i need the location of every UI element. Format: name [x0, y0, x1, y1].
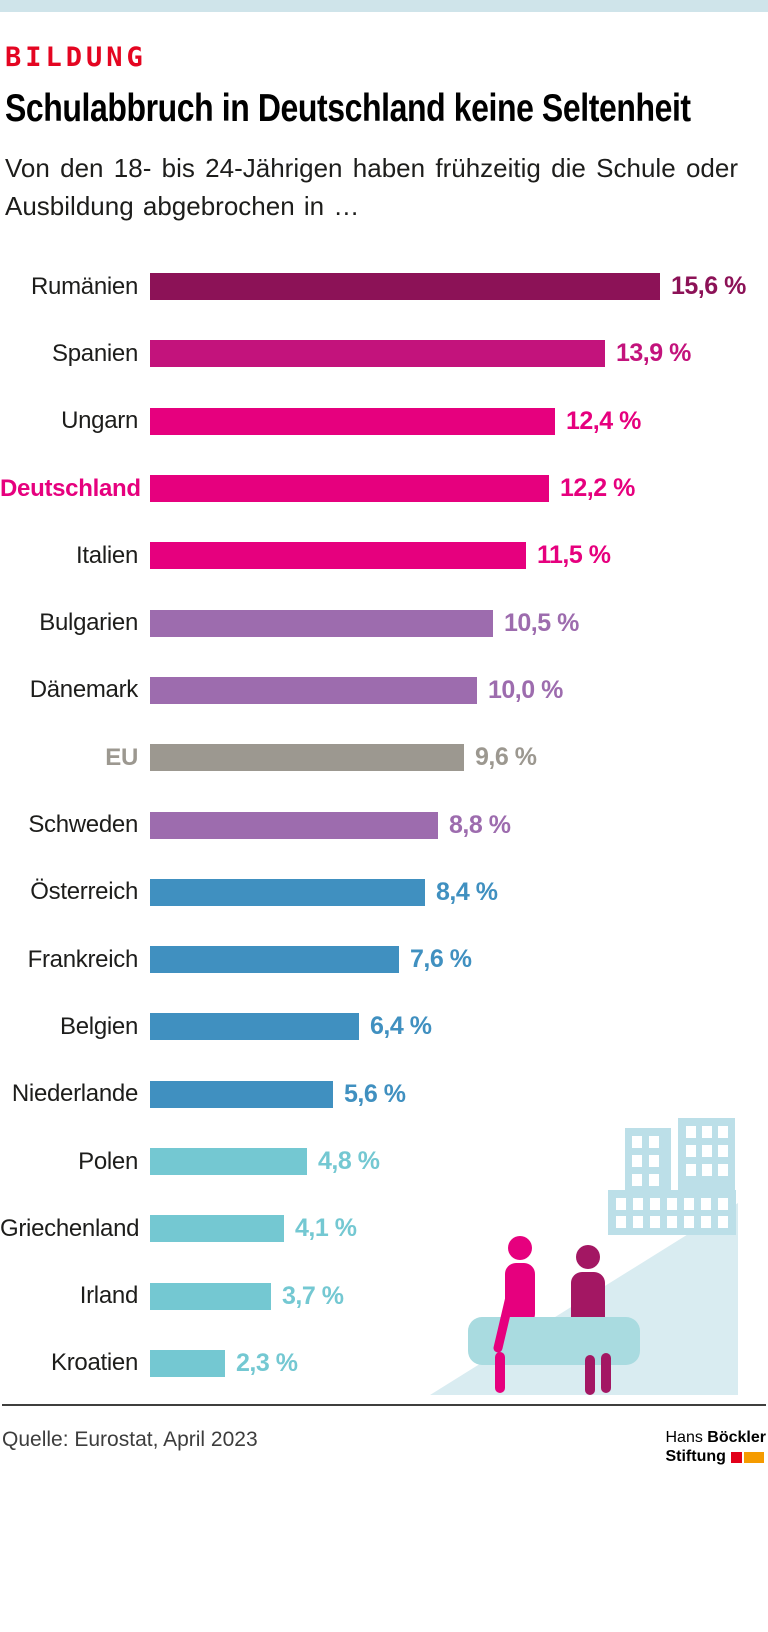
country-label: Griechenland — [0, 1214, 140, 1242]
bar — [150, 676, 477, 704]
bar — [150, 946, 399, 974]
person-dark-figure — [571, 1245, 605, 1328]
logo-line2: Stiftung — [665, 1447, 766, 1466]
value-label: 7,6 % — [410, 945, 472, 974]
bar — [150, 407, 555, 435]
bar-row: Ungarn 12,4 % — [0, 388, 768, 455]
value-label: 12,4 % — [566, 406, 641, 435]
bench-illustration — [468, 1317, 640, 1365]
value-label: 15,6 % — [671, 272, 746, 301]
bar-row: Schweden 8,8 % — [0, 791, 768, 858]
logo-red-mark-icon — [730, 1451, 742, 1463]
bar-row: Spanien 13,9 % — [0, 320, 768, 387]
country-label: Österreich — [30, 878, 138, 906]
bar — [150, 1215, 284, 1243]
bar-chart: Rumänien 15,6 % Spanien 13,9 % Ungarn 12… — [0, 253, 768, 1397]
bar — [150, 1349, 225, 1377]
value-label: 13,9 % — [616, 339, 691, 368]
bar-row: Österreich 8,4 % — [0, 859, 768, 926]
city-buildings-illustration — [608, 1118, 736, 1235]
country-label: Frankreich — [27, 945, 139, 973]
bar — [150, 1013, 359, 1041]
country-label: Ungarn — [61, 407, 138, 435]
city-bench-illustration — [430, 1118, 738, 1395]
country-label: Niederlande — [11, 1080, 138, 1108]
bar — [150, 1148, 307, 1175]
logo-boeckler: Böckler — [707, 1429, 766, 1446]
bar — [150, 1080, 333, 1108]
bar-row: Italien 11,5 % — [0, 522, 768, 589]
country-label: Italien — [76, 541, 138, 569]
bar-row: Dänemark 10,0 % — [0, 657, 768, 724]
bar — [150, 475, 549, 503]
bar-row: Rumänien 15,6 % — [0, 253, 768, 320]
country-label: Deutschland — [0, 474, 141, 502]
bar-row: Griechenland 4,1 % — [0, 1195, 768, 1262]
value-label: 8,4 % — [436, 877, 498, 906]
logo-hans: Hans — [665, 1429, 703, 1446]
bar — [150, 1282, 271, 1310]
country-label: Schweden — [28, 811, 138, 839]
figure-limbs — [493, 1275, 611, 1395]
header: BILDUNG Schulabbruch in Deutschland kein… — [0, 12, 768, 226]
page-subtitle: Von den 18- bis 24-Jährigen haben frühze… — [5, 153, 738, 222]
country-label: Spanien — [52, 339, 138, 367]
logo-stiftung: Stiftung — [665, 1448, 726, 1465]
value-label: 3,7 % — [282, 1281, 344, 1310]
source-note: Quelle: Eurostat, April 2023 — [2, 1428, 258, 1451]
value-label: 2,3 % — [236, 1348, 298, 1377]
value-label: 9,6 % — [475, 743, 537, 772]
value-label: 10,5 % — [504, 608, 579, 637]
page-title: Schulabbruch in Deutschland keine Selten… — [5, 87, 691, 130]
bar — [150, 609, 493, 637]
bar-row: Frankreich 7,6 % — [0, 926, 768, 993]
value-label: 12,2 % — [560, 474, 635, 503]
value-label: 5,6 % — [344, 1079, 406, 1108]
logo-line1: Hans Böckler — [665, 1428, 766, 1447]
bar-row: EU 9,6 % — [0, 724, 768, 791]
bar-row: Polen 4,8 % — [0, 1128, 768, 1195]
country-label: Dänemark — [29, 676, 139, 704]
bar — [150, 744, 464, 772]
country-label: Kroatien — [51, 1349, 138, 1377]
hans-boeckler-stiftung-logo: Hans Böckler Stiftung — [665, 1428, 766, 1466]
bar-row: Bulgarien 10,5 % — [0, 589, 768, 656]
country-label: EU — [105, 743, 138, 771]
bar — [150, 273, 660, 301]
country-label: Belgien — [60, 1012, 138, 1040]
country-label: Rumänien — [31, 272, 138, 300]
bar — [150, 542, 526, 570]
bar-row: Kroatien 2,3 % — [0, 1330, 768, 1397]
footer: Quelle: Eurostat, April 2023 Hans Böckle… — [2, 1404, 766, 1466]
value-label: 4,8 % — [318, 1147, 380, 1175]
bar — [150, 340, 605, 368]
value-label: 6,4 % — [370, 1012, 432, 1041]
value-label: 11,5 % — [537, 541, 611, 570]
bar — [150, 878, 425, 906]
value-label: 8,8 % — [449, 810, 511, 839]
bar-row: Niederlande 5,6 % — [0, 1061, 768, 1128]
logo-orange-mark-icon — [743, 1451, 764, 1463]
bar-row: Belgien 6,4 % — [0, 993, 768, 1060]
value-label: 10,0 % — [488, 675, 563, 704]
country-label: Polen — [78, 1147, 138, 1175]
value-label: 4,1 % — [295, 1214, 357, 1243]
bar-row: Irland 3,7 % — [0, 1262, 768, 1329]
country-label: Irland — [79, 1282, 139, 1310]
kicker-label: BILDUNG — [5, 42, 147, 73]
bar — [150, 811, 438, 839]
bar-row: Deutschland 12,2 % — [0, 455, 768, 522]
top-accent-strip — [0, 0, 768, 12]
country-label: Bulgarien — [39, 609, 138, 637]
